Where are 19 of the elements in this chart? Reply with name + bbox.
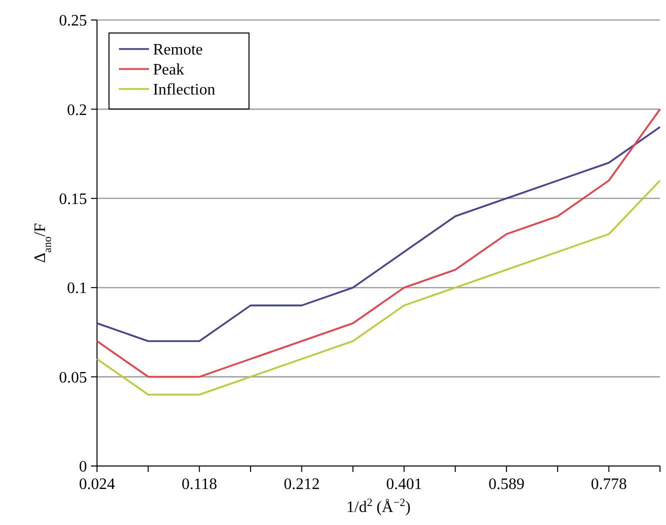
line-series xyxy=(96,126,661,342)
x-tick-label: 0.589 xyxy=(488,476,524,493)
legend-label: Peak xyxy=(153,62,184,79)
y-tick-label: 0.05 xyxy=(59,369,87,386)
y-tick-label: 0.1 xyxy=(67,280,87,298)
line-series xyxy=(96,180,661,396)
legend-label: Inflection xyxy=(153,82,216,99)
x-tick-label: 0.212 xyxy=(284,476,320,493)
x-tick-label: 0.024 xyxy=(79,476,115,493)
y-tick-label: 0.2 xyxy=(67,102,87,119)
y-tick-label: 0 xyxy=(79,458,87,476)
line-series xyxy=(96,108,661,378)
x-tick-label: 0.118 xyxy=(182,476,218,493)
x-tick-label: 0.401 xyxy=(386,476,422,493)
x-tick-label: 0.778 xyxy=(590,476,627,493)
y-tick-label: 0.15 xyxy=(59,191,87,208)
legend-label: Remote xyxy=(153,42,203,59)
x-axis-title: 1/d$^{2}$ (Å$^{−2}$) xyxy=(346,497,411,516)
y-tick-label: 0.25 xyxy=(59,12,87,30)
